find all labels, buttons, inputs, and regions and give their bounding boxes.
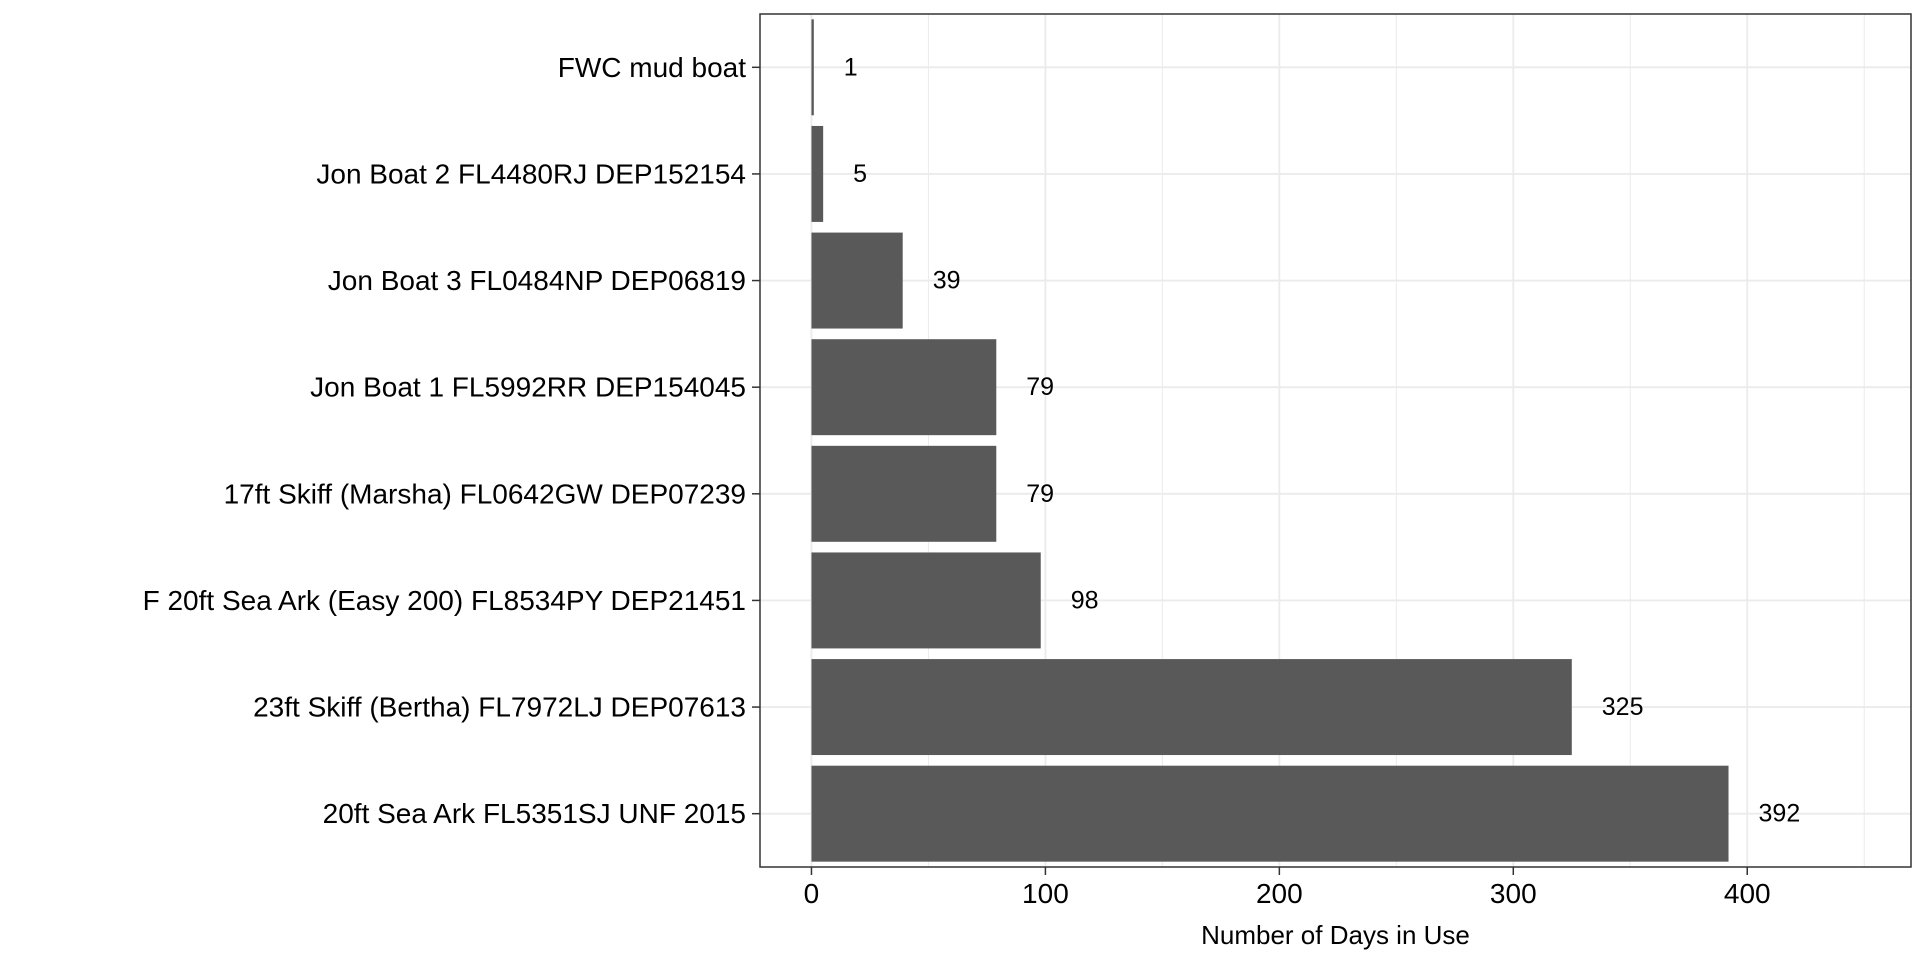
bar-value-label: 39 [933, 267, 961, 295]
y-tick-label: 23ft Skiff (Bertha) FL7972LJ DEP07613 [253, 692, 746, 723]
bar-value-label: 1 [844, 53, 858, 81]
bar-value-label: 325 [1602, 693, 1644, 721]
y-tick-label: FWC mud boat [558, 52, 746, 83]
bar [811, 232, 903, 329]
bar-value-label: 392 [1759, 800, 1801, 828]
bar [811, 765, 1729, 862]
y-tick-label: 20ft Sea Ark FL5351SJ UNF 2015 [323, 798, 746, 829]
y-tick-label: 17ft Skiff (Marsha) FL0642GW DEP07239 [224, 478, 746, 509]
y-tick-label: F 20ft Sea Ark (Easy 200) FL8534PY DEP21… [143, 585, 746, 616]
bar-value-label: 98 [1071, 586, 1099, 614]
x-tick-label: 100 [1022, 878, 1069, 909]
bar-value-label: 79 [1026, 480, 1054, 508]
bar-value-label: 5 [853, 160, 867, 188]
data-labels: 1 5 39 79 79 98 325 392 [844, 53, 1800, 827]
bar [811, 125, 824, 222]
bar [811, 659, 1572, 756]
y-tick-label: Jon Boat 3 FL0484NP DEP06819 [328, 265, 746, 296]
bar-value-label: 79 [1026, 373, 1054, 401]
x-axis: 0 100 200 300 400 [804, 867, 1771, 909]
y-tick-label: Jon Boat 1 FL5992RR DEP154045 [310, 372, 746, 403]
bar [811, 552, 1041, 649]
bar [811, 19, 814, 116]
x-tick-label: 300 [1490, 878, 1537, 909]
x-tick-label: 400 [1724, 878, 1771, 909]
y-tick-label: Jon Boat 2 FL4480RJ DEP152154 [316, 158, 746, 189]
bar [811, 339, 997, 436]
x-tick-label: 200 [1256, 878, 1303, 909]
bar [811, 445, 997, 542]
bars [811, 19, 1729, 862]
panel-border [759, 13, 1912, 868]
x-tick-label: 0 [804, 878, 820, 909]
grid-lines [760, 14, 1911, 867]
y-axis: FWC mud boat Jon Boat 2 FL4480RJ DEP15215… [143, 52, 760, 829]
x-axis-title: Number of Days in Use [1201, 920, 1470, 950]
